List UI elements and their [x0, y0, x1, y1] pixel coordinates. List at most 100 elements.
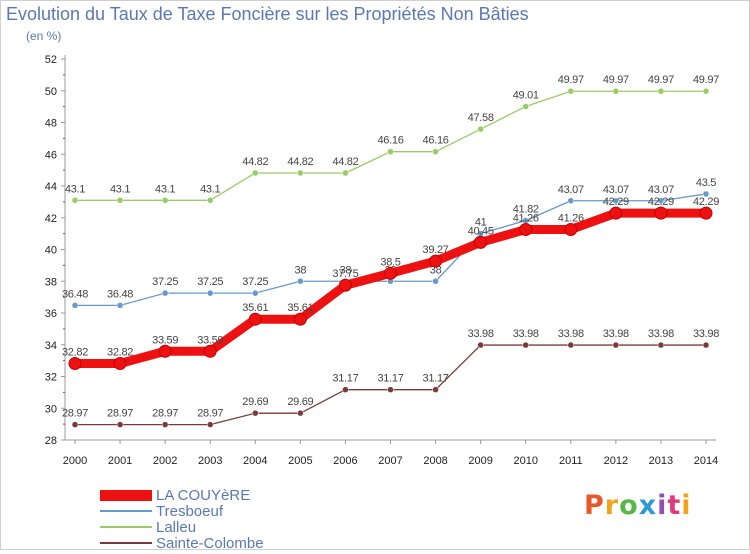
data-point — [161, 421, 169, 428]
data-point — [248, 312, 262, 326]
data-label: 29.69 — [287, 396, 313, 408]
x-tick-label: 2006 — [333, 455, 357, 467]
data-point — [477, 341, 484, 349]
data-label: 43.1 — [110, 183, 130, 195]
x-tick-label: 2001 — [108, 455, 132, 467]
data-label: 49.97 — [603, 74, 629, 86]
series-sainte-colombe: 28.97 28.97 28.97 28.97 29.69 29.69 31.17 31.17… — [62, 328, 719, 428]
y-tick-label: 40 — [45, 245, 57, 257]
data-point — [657, 87, 665, 95]
data-label: 37.75 — [332, 268, 358, 280]
data-point — [702, 190, 710, 198]
x-tick-label: 2009 — [468, 455, 492, 467]
data-point — [113, 356, 127, 370]
proxiti-logo: Proxiti — [584, 490, 692, 521]
data-label: 33.59 — [152, 334, 178, 346]
y-tick-label: 44 — [45, 181, 57, 193]
x-tick-label: 2011 — [559, 455, 583, 467]
data-label: 41 — [475, 217, 487, 229]
data-point — [161, 289, 169, 297]
data-label: 49.97 — [558, 74, 584, 86]
data-label: 28.97 — [152, 408, 178, 420]
x-tick-label: 2002 — [153, 455, 177, 467]
data-label: 31.17 — [377, 373, 403, 385]
chart-title: Evolution du Taux de Taxe Foncière sur l… — [6, 4, 529, 24]
y-tick-label: 36 — [45, 308, 57, 320]
data-label: 39.27 — [423, 244, 449, 256]
data-label: 43.07 — [558, 184, 584, 196]
data-label: 33.98 — [603, 328, 629, 340]
legend-swatch — [100, 526, 152, 528]
data-label: 28.97 — [197, 408, 223, 420]
data-point — [252, 409, 259, 417]
logo-letter: r — [604, 490, 620, 521]
data-point — [612, 341, 620, 349]
data-point — [116, 197, 124, 204]
series-lalleu: 43.1 43.1 43.1 43.1 44.82 44.82 44.82 46.16 46.1… — [65, 74, 719, 204]
data-label: 49.97 — [693, 74, 719, 86]
data-point — [432, 148, 439, 155]
data-point — [71, 197, 79, 204]
x-tick-label: 2014 — [694, 455, 718, 467]
data-label: 31.17 — [332, 373, 358, 385]
data-label: 42.29 — [648, 196, 674, 208]
logo-letter: o — [619, 490, 639, 521]
logo-letter: P — [584, 490, 605, 521]
data-point — [429, 254, 443, 268]
data-point — [206, 289, 214, 297]
data-label: 43.1 — [200, 183, 220, 195]
data-label: 43.1 — [155, 183, 175, 195]
data-point — [657, 341, 665, 349]
y-tick-label: 28 — [45, 435, 57, 447]
data-point — [297, 409, 304, 417]
logo-letter: t — [667, 490, 682, 521]
data-point — [702, 341, 710, 349]
data-label: 36.48 — [107, 288, 133, 300]
data-point — [338, 278, 352, 292]
data-label: 33.98 — [513, 328, 539, 340]
data-label: 38 — [340, 264, 352, 276]
data-label: 35.61 — [287, 302, 313, 314]
data-point — [342, 386, 349, 393]
y-tick-label: 34 — [45, 340, 57, 352]
data-label: 28.97 — [62, 408, 88, 420]
data-label: 46.16 — [377, 135, 403, 147]
chart-subtitle: (en %) — [26, 29, 62, 43]
data-point — [564, 222, 578, 236]
data-label: 41.82 — [513, 204, 539, 216]
data-label: 47.58 — [468, 112, 494, 124]
data-point — [203, 344, 217, 358]
legend-swatch — [100, 490, 152, 501]
data-point — [158, 344, 172, 358]
data-label: 44.82 — [287, 156, 313, 168]
data-point — [519, 222, 533, 236]
data-label: 49.97 — [648, 74, 674, 86]
y-tick-label: 38 — [45, 276, 57, 288]
y-tick-label: 52 — [45, 54, 57, 66]
data-label: 33.98 — [558, 328, 584, 340]
y-tick-label: 32 — [45, 372, 57, 384]
data-point — [71, 421, 79, 428]
data-label: 44.82 — [332, 156, 358, 168]
data-point — [522, 341, 529, 349]
data-point — [206, 421, 214, 428]
y-tick-label: 50 — [45, 86, 57, 98]
data-point — [71, 302, 79, 309]
data-label: 38 — [295, 264, 307, 276]
data-label: 42.29 — [693, 196, 719, 208]
data-point — [657, 197, 665, 205]
data-point — [432, 278, 439, 285]
data-label: 33.59 — [197, 334, 223, 346]
data-label: 29.69 — [242, 396, 268, 408]
data-point — [116, 421, 124, 428]
data-label: 37.25 — [197, 276, 223, 288]
legend-swatch — [100, 542, 152, 544]
logo-letter: x — [638, 490, 658, 521]
data-label: 49.01 — [513, 89, 539, 101]
y-tick-label: 48 — [45, 118, 57, 130]
data-label: 43.07 — [648, 184, 674, 196]
data-point — [612, 87, 620, 95]
y-tick-label: 42 — [45, 213, 57, 225]
data-label: 41.26 — [558, 212, 584, 224]
